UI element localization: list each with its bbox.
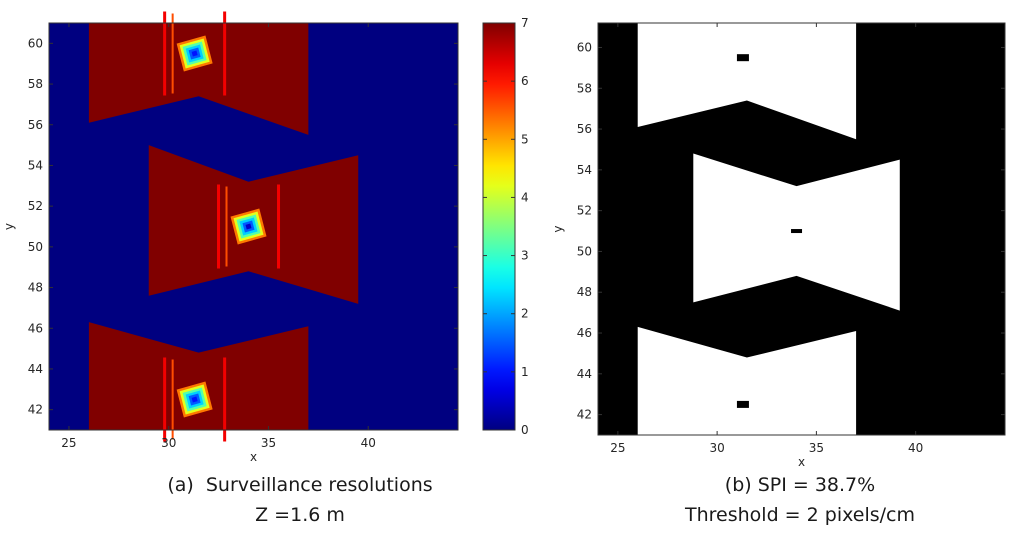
b-ytick-label: 42 (577, 408, 592, 422)
b-ytick-label: 60 (577, 40, 592, 54)
b-ylabel: y (551, 225, 565, 232)
panel-b: 25 30 35 40 42 44 46 48 50 52 54 56 58 60 x y (540, 0, 1024, 537)
a-ylabel: y (2, 223, 16, 230)
b-ytick-label: 58 (577, 81, 592, 95)
a-ytick-label: 44 (28, 362, 43, 376)
b-ytick-label: 44 (577, 367, 592, 381)
a-ytick-label: 58 (28, 77, 43, 91)
b-ytick-label: 54 (577, 163, 592, 177)
b-ytick-label: 50 (577, 244, 592, 258)
b-xtick-label: 25 (610, 441, 625, 455)
b-ytick-label: 46 (577, 326, 592, 340)
b-black-dot-0 (736, 54, 749, 62)
a-region-bottom (88, 322, 309, 430)
b-black-dot-1 (791, 229, 803, 234)
b-ytick-label: 52 (577, 204, 592, 218)
a-xtick-label: 40 (361, 436, 376, 450)
a-hotspot-2 (163, 357, 227, 442)
a-colorbar (482, 22, 516, 431)
a-colorbar-label: 7 (521, 16, 529, 30)
a-hotspot-level (191, 396, 198, 403)
a-hotspot-level (245, 223, 252, 230)
a-xtick-label: 25 (61, 436, 76, 450)
a-hotspot-0 (163, 11, 227, 96)
a-ytick-label: 60 (28, 36, 43, 50)
a-ytick-label: 54 (28, 158, 43, 172)
caption-a-line1: (a) Surveillance resolutions (167, 474, 433, 496)
a-xlabel: x (250, 450, 257, 464)
a-colorbar-label: 2 (521, 307, 529, 321)
caption-b-line2: Threshold = 2 pixels/cm (685, 504, 915, 526)
binary-map-chart-b: 25 30 35 40 42 44 46 48 50 52 54 56 58 60 x y (551, 22, 1006, 469)
a-ytick-label: 42 (28, 403, 43, 417)
a-xtick-label: 30 (161, 436, 176, 450)
b-ytick-label: 48 (577, 285, 592, 299)
b-xtick-label: 30 (709, 441, 724, 455)
a-ytick-label: 52 (28, 199, 43, 213)
a-colorbar-label: 1 (521, 365, 529, 379)
b-xtick-label: 40 (908, 441, 923, 455)
b-plot-frame (597, 22, 1006, 436)
a-colorbar-label: 6 (521, 74, 529, 88)
caption-b: (b) SPI = 38.7% Threshold = 2 pixels/cm (620, 470, 980, 530)
b-xlabel: x (798, 455, 805, 469)
caption-a: (a) Surveillance resolutions Z =1.6 m (90, 470, 510, 530)
a-colorbar-label: 5 (521, 132, 529, 146)
b-xtick-label: 35 (809, 441, 824, 455)
b-white-region-top (637, 23, 857, 140)
a-plot-frame (48, 22, 459, 431)
b-black-dot-2 (736, 400, 749, 408)
a-ytick-label: 56 (28, 118, 43, 132)
b-ytick-label: 56 (577, 122, 592, 136)
caption-b-line1: (b) SPI = 38.7% (724, 474, 876, 496)
a-colorbar-label: 3 (521, 249, 529, 263)
a-region-top (88, 23, 309, 135)
a-colorbar-label: 4 (521, 190, 529, 204)
panel-a: 25 30 35 40 42 44 46 48 50 52 54 56 58 60 x y 0 1 2 3 4 5 6 7 (2, 11, 529, 464)
a-ytick-label: 48 (28, 281, 43, 295)
a-colorbar-label: 0 (521, 423, 529, 437)
a-ytick-label: 46 (28, 321, 43, 335)
a-hotspot-1 (217, 184, 281, 269)
a-ytick-label: 50 (28, 240, 43, 254)
a-xtick-label: 35 (261, 436, 276, 450)
caption-a-line2: Z =1.6 m (255, 504, 345, 526)
b-white-region-bottom (637, 326, 857, 435)
a-hotspot-level (191, 50, 198, 57)
